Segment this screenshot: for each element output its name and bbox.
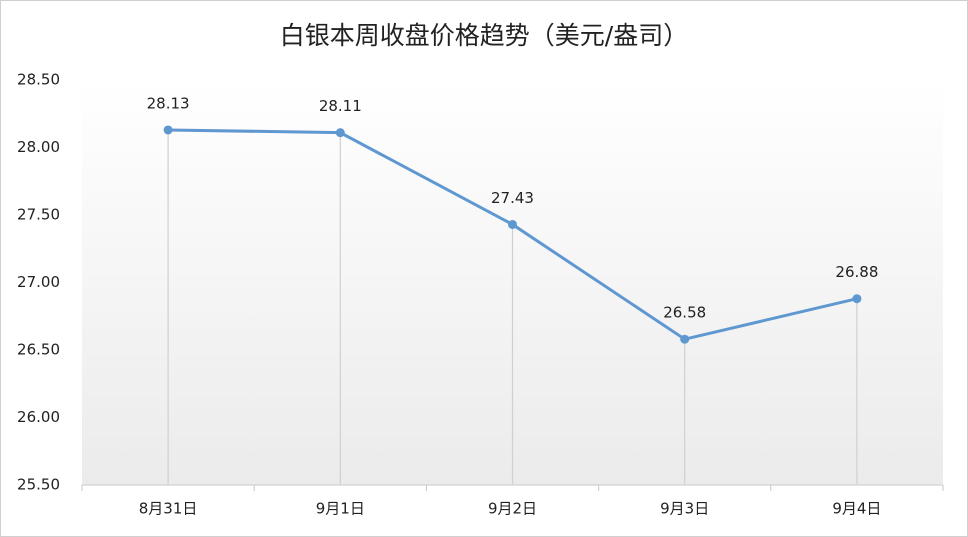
chart-title: 白银本周收盘价格趋势（美元/盎司） bbox=[280, 21, 688, 50]
x-tick-label: 9月2日 bbox=[488, 500, 537, 518]
y-tick-label: 25.50 bbox=[17, 476, 60, 494]
y-tick-label: 26.00 bbox=[17, 408, 60, 426]
data-point bbox=[163, 125, 173, 135]
data-point bbox=[680, 334, 690, 344]
x-tick-label: 9月4日 bbox=[832, 500, 881, 518]
data-label: 28.13 bbox=[147, 94, 190, 112]
x-tick-label: 9月1日 bbox=[316, 500, 365, 518]
y-tick-label: 27.00 bbox=[17, 273, 60, 291]
x-tick-label: 9月3日 bbox=[660, 500, 709, 518]
y-tick-label: 27.50 bbox=[17, 206, 60, 224]
y-tick-label: 26.50 bbox=[17, 341, 60, 359]
data-point bbox=[508, 219, 517, 229]
data-point bbox=[852, 294, 862, 304]
x-tick-label: 8月31日 bbox=[139, 500, 198, 518]
data-label: 26.88 bbox=[835, 263, 878, 281]
data-label: 28.11 bbox=[319, 97, 362, 115]
y-tick-label: 28.50 bbox=[17, 71, 60, 89]
data-point bbox=[335, 128, 345, 138]
data-label: 26.58 bbox=[663, 304, 706, 322]
data-label: 27.43 bbox=[491, 189, 534, 207]
y-tick-label: 28.00 bbox=[17, 138, 60, 156]
